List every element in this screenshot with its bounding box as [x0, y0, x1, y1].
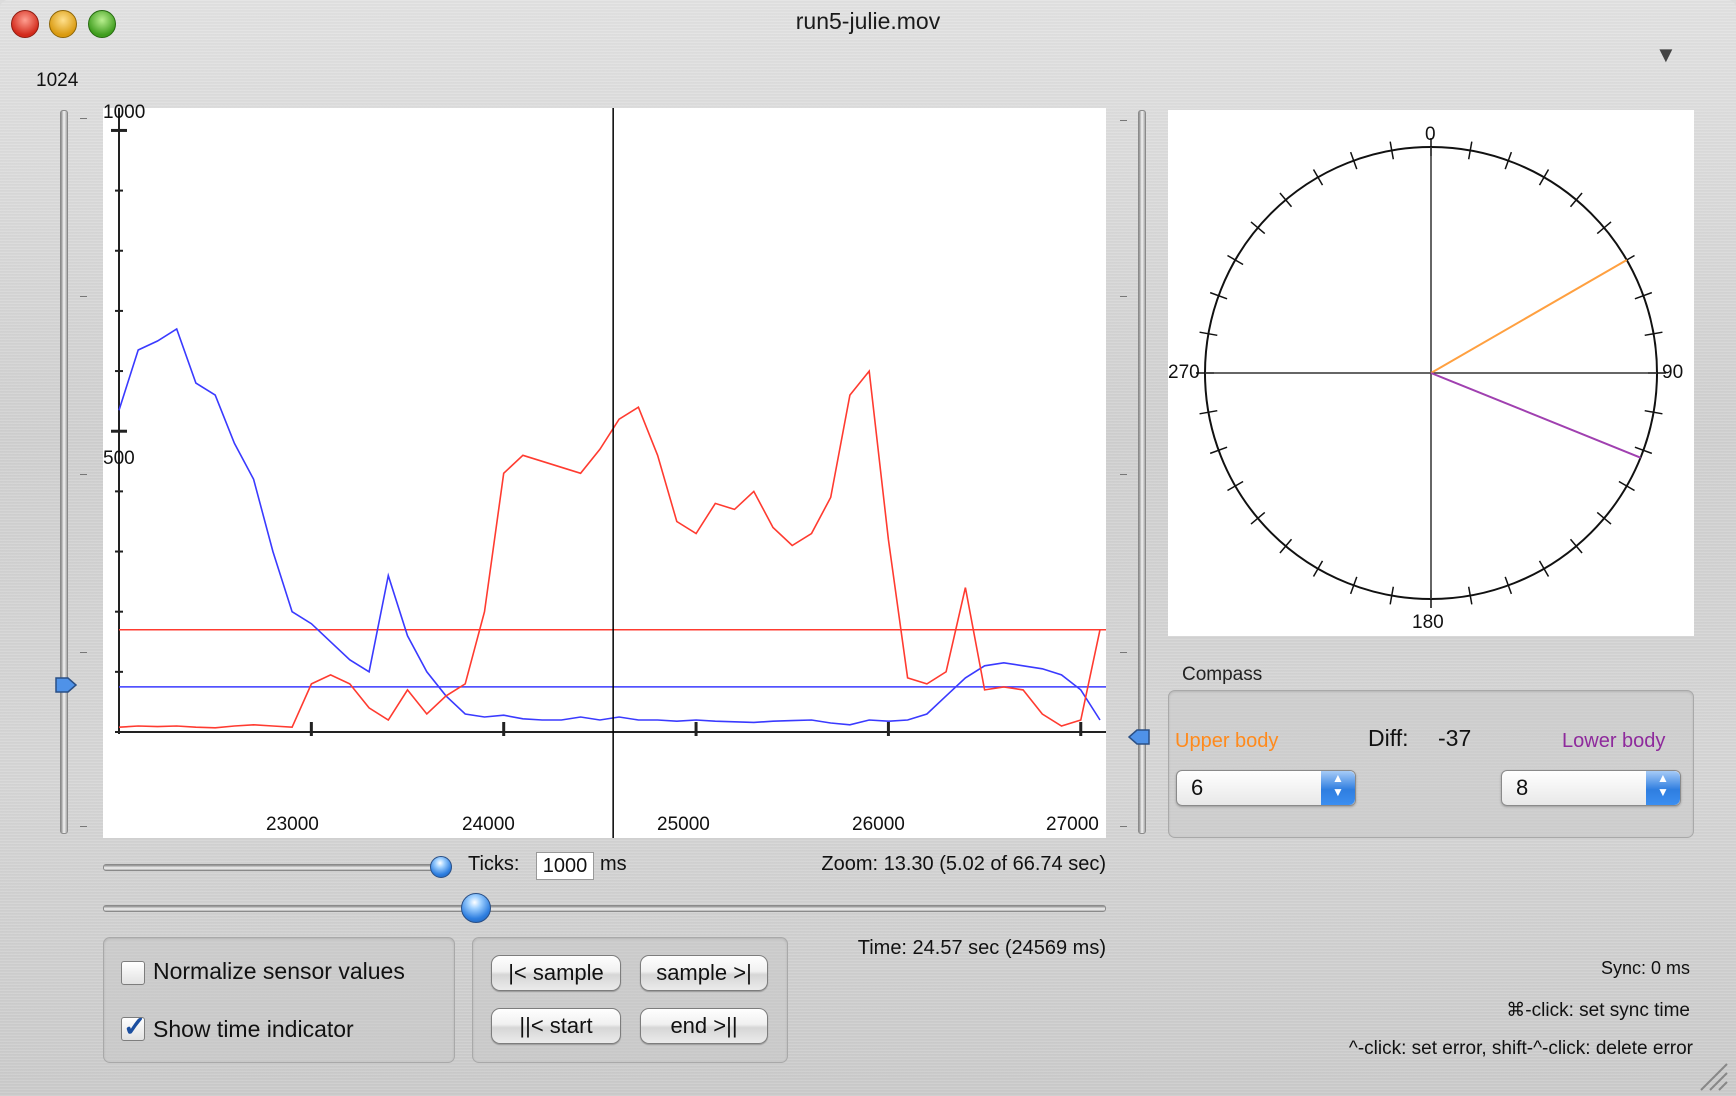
show-time-label: Show time indicator	[153, 1016, 354, 1042]
compass-group-title: Compass	[1182, 664, 1263, 685]
compass-group	[1168, 690, 1694, 838]
show-time-checkbox[interactable]: ✓	[121, 1011, 146, 1042]
x-tick-label-26000: 26000	[852, 814, 905, 835]
compass-label-0: 0	[1425, 124, 1436, 145]
slider-tick	[1120, 296, 1127, 297]
lower-body-select[interactable]: 8 ▲ ▼	[1501, 770, 1681, 806]
upper-body-needle	[1430, 259, 1628, 374]
title-bar: run5-julie.mov	[0, 0, 1736, 44]
x-tick-label-24000: 24000	[462, 814, 515, 835]
minimize-window-button[interactable]	[49, 10, 77, 38]
zoom-slider[interactable]	[103, 864, 445, 871]
zoom-window-button[interactable]	[88, 10, 116, 38]
go-to-start-button[interactable]: ||< start	[491, 1008, 621, 1044]
time-readout: Time: 24.57 sec (24569 ms)	[857, 937, 1106, 959]
left-slider-thumb[interactable]	[55, 676, 77, 694]
window-menu-icon[interactable]: ▼	[1655, 42, 1677, 67]
ticks-unit: ms	[600, 853, 627, 875]
lower-body-needle	[1430, 372, 1641, 459]
slider-tick	[1120, 120, 1127, 121]
compass-label-180: 180	[1412, 612, 1444, 633]
slider-tick	[1120, 652, 1127, 653]
normalize-label: Normalize sensor values	[153, 958, 405, 984]
middle-slider-thumb[interactable]	[1128, 728, 1150, 746]
checkmark-icon: ✓	[123, 1011, 147, 1042]
sensor-graph-svg	[111, 108, 1106, 838]
popup-arrows-icon: ▲ ▼	[1646, 771, 1680, 805]
time-slider[interactable]	[103, 905, 1106, 912]
y-tick-label-500: 500	[103, 448, 135, 469]
previous-sample-button[interactable]: |< sample	[491, 955, 621, 991]
close-window-button[interactable]	[11, 10, 39, 38]
middle-vertical-slider[interactable]	[1138, 110, 1146, 834]
compass-label-90: 90	[1662, 362, 1684, 383]
go-to-end-button[interactable]: end >||	[640, 1008, 768, 1044]
ticks-input[interactable]: 1000	[536, 852, 594, 880]
zoom-slider-knob[interactable]	[430, 856, 452, 878]
lower-body-label: Lower body	[1562, 730, 1666, 752]
slider-tick	[80, 474, 87, 475]
sync-readout: Sync: 0 ms	[1600, 958, 1690, 978]
zoom-readout: Zoom: 13.30 (5.02 of 66.74 sec)	[821, 853, 1106, 875]
options-group	[103, 937, 455, 1063]
diff-value: -37	[1438, 725, 1472, 751]
sensor-series-line-0	[118, 327, 1101, 726]
slider-tick	[80, 652, 87, 653]
popup-arrows-icon: ▲ ▼	[1321, 771, 1355, 805]
upper-body-label: Upper body	[1175, 730, 1279, 752]
compass-label-270: 270	[1168, 362, 1200, 383]
left-slider-max-label: 1024	[36, 70, 79, 91]
left-vertical-slider[interactable]	[60, 110, 68, 834]
error-hint: ^-click: set error, shift-^-click: delet…	[1348, 1038, 1693, 1059]
compass-panel: 0 90 180 270	[1168, 110, 1694, 636]
ticks-label: Ticks:	[468, 853, 520, 875]
y-tick-label-1000: 1000	[103, 102, 146, 123]
x-tick-label-27000: 27000	[1046, 814, 1099, 835]
upper-body-select-value: 6	[1191, 775, 1204, 800]
x-tick-label-25000: 25000	[657, 814, 710, 835]
x-tick-label-23000: 23000	[266, 814, 319, 835]
window-title: run5-julie.mov	[795, 8, 941, 34]
slider-tick	[1120, 474, 1127, 475]
sync-hint: ⌘-click: set sync time	[1506, 1000, 1690, 1021]
upper-body-select[interactable]: 6 ▲ ▼	[1176, 770, 1356, 806]
slider-tick	[80, 826, 87, 827]
slider-tick	[80, 118, 87, 119]
normalize-checkbox[interactable]	[121, 961, 145, 985]
slider-tick	[1120, 826, 1127, 827]
diff-label: Diff:	[1368, 725, 1409, 751]
next-sample-button[interactable]: sample >|	[640, 955, 768, 991]
lower-body-select-value: 8	[1516, 775, 1529, 800]
resize-grip-icon[interactable]	[1693, 1056, 1729, 1092]
sensor-graph[interactable]: 1000 500 23000 24000 25000 26000 27000	[103, 102, 1106, 838]
time-slider-knob[interactable]	[461, 893, 491, 923]
compass-dial	[1196, 138, 1666, 608]
sensor-series-line-1	[118, 369, 1101, 729]
slider-tick	[80, 296, 87, 297]
